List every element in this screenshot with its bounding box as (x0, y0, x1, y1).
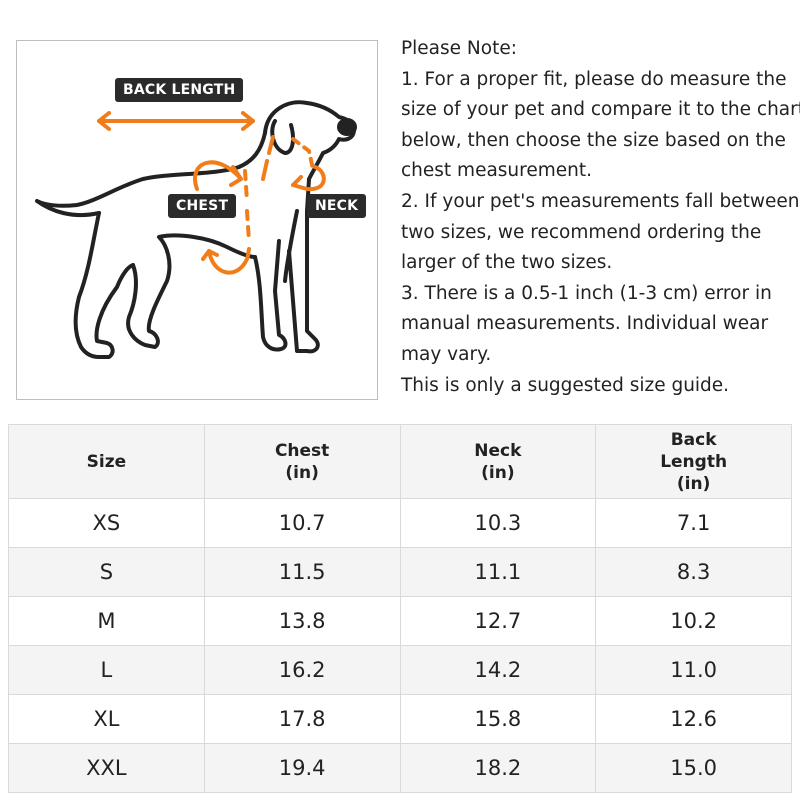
dog-measurement-illustration: BACK LENGTH CHEST NECK (16, 40, 378, 400)
cell-size: M (8, 596, 205, 646)
cell-chest: 10.7 (203, 498, 401, 548)
cell-chest: 19.4 (203, 743, 401, 793)
cell-neck: 12.7 (399, 596, 597, 646)
header-unit: (in) (481, 462, 515, 483)
neck-label: NECK (307, 194, 367, 218)
cell-neck: 11.1 (399, 547, 597, 597)
cell-back-length: 12.6 (595, 694, 792, 744)
cell-chest: 16.2 (203, 645, 401, 695)
cell-size: S (8, 547, 205, 597)
cell-size: XS (8, 498, 205, 548)
cell-neck: 15.8 (399, 694, 597, 744)
note-line: manual measurements. Individual wear (401, 313, 769, 335)
header-text: Length (660, 451, 728, 472)
cell-neck: 18.2 (399, 743, 597, 793)
size-chart-table: Size Chest (in) Neck (in) Back Length (in) X… (8, 424, 792, 793)
header-unit: (in) (676, 473, 711, 494)
header-back-length: Back Length (in) (595, 424, 792, 499)
cell-back-length: 7.1 (595, 498, 792, 548)
size-note: Please Note: 1. For a proper fit, please… (401, 34, 800, 401)
cell-size: XL (8, 694, 205, 744)
header-size: Size (8, 424, 205, 499)
table-row: L 16.2 14.2 11.0 (8, 645, 792, 695)
header-chest: Chest (in) (203, 424, 401, 499)
table-row: XL 17.8 15.8 12.6 (8, 694, 792, 744)
note-line: chest measurement. (401, 160, 592, 182)
note-line: 1. For a proper fit, please do measure t… (401, 68, 787, 90)
note-line: larger of the two sizes. (401, 252, 613, 274)
dog-outline-icon (35, 100, 357, 359)
note-line: may vary. (401, 343, 492, 365)
table-row: XXL 19.4 18.2 15.0 (8, 743, 792, 793)
cell-size: L (8, 645, 205, 695)
back-length-label: BACK LENGTH (115, 78, 244, 102)
cell-neck: 10.3 (399, 498, 597, 548)
cell-chest: 17.8 (203, 694, 401, 744)
cell-back-length: 11.0 (595, 645, 792, 695)
chest-label: CHEST (168, 194, 237, 218)
note-line: two sizes, we recommend ordering the (401, 221, 762, 243)
header-text: Neck (474, 440, 522, 461)
table-row: S 11.5 11.1 8.3 (8, 547, 792, 597)
cell-neck: 14.2 (399, 645, 597, 695)
cell-size: XXL (8, 743, 205, 793)
header-neck: Neck (in) (399, 424, 597, 499)
note-line: 2. If your pet's measurements fall betwe… (401, 190, 800, 212)
note-title: Please Note: (401, 38, 517, 59)
note-line: This is only a suggested size guide. (401, 374, 730, 396)
table-row: M 13.8 12.7 10.2 (8, 596, 792, 646)
note-line: 3. There is a 0.5-1 inch (1-3 cm) error … (401, 282, 772, 304)
header-text: Size (86, 451, 127, 472)
cell-chest: 13.8 (203, 596, 401, 646)
cell-chest: 11.5 (203, 547, 401, 597)
table-header-row: Size Chest (in) Neck (in) Back Length (in) (8, 424, 792, 499)
header-text: Chest (274, 440, 330, 461)
note-line: below, then choose the size based on the (401, 129, 786, 151)
table-row: XS 10.7 10.3 7.1 (8, 498, 792, 548)
note-line: size of your pet and compare it to the c… (401, 99, 800, 121)
cell-back-length: 15.0 (595, 743, 792, 793)
cell-back-length: 8.3 (595, 547, 792, 597)
cell-back-length: 10.2 (595, 596, 792, 646)
header-unit: (in) (285, 462, 319, 483)
header-text: Back (670, 429, 717, 450)
